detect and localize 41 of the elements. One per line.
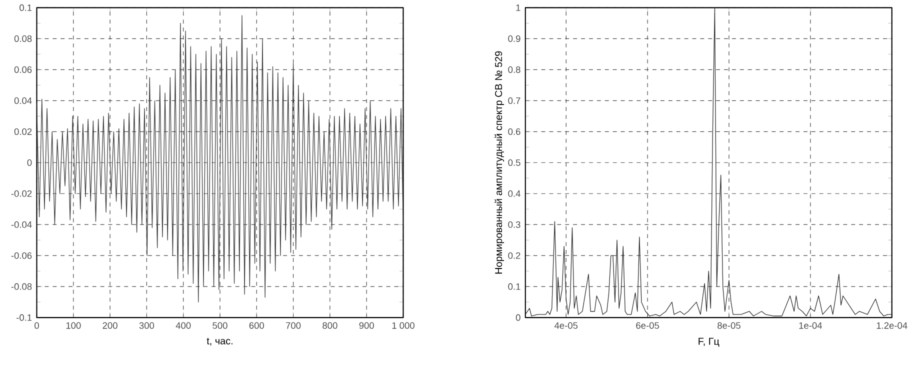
y-axis-title: Нормированный амплитудный спектр СВ № 529 xyxy=(494,51,504,274)
x-tick-label: 100 xyxy=(66,322,81,329)
y-tick-label: 0.1 xyxy=(20,4,32,11)
x-tick-label: 300 xyxy=(139,322,154,329)
y-tick-label: 0.8 xyxy=(508,66,520,73)
y-tick-label: 0.3 xyxy=(508,221,520,228)
y-tick-label: 0.7 xyxy=(508,97,520,104)
y-tick-label: 0 xyxy=(516,314,520,321)
x-tick-label: 6e-05 xyxy=(636,322,659,329)
y-tick-label: -0.04 xyxy=(11,221,32,228)
y-tick-label: 0.06 xyxy=(14,66,32,73)
x-tick-label: 8e-05 xyxy=(718,322,740,329)
x-tick-label: 800 xyxy=(322,322,338,329)
x-tick-label: 600 xyxy=(249,322,264,329)
y-tick-label: 0.1 xyxy=(508,283,520,290)
x-axis-title: F, Гц xyxy=(698,338,720,347)
x-tick-label: 1.2e-04 xyxy=(876,322,908,329)
x-tick-label: 900 xyxy=(359,322,374,329)
y-tick-label: 0.5 xyxy=(508,159,520,166)
y-tick-label: 0.2 xyxy=(508,252,520,259)
x-tick-label: 700 xyxy=(286,322,301,329)
x-tick-label: 0 xyxy=(34,322,39,329)
x-tick-label: 500 xyxy=(212,322,228,329)
y-tick-label: -0.1 xyxy=(16,314,32,321)
x-tick-label: 1 000 xyxy=(392,322,414,329)
y-tick-label: 0.08 xyxy=(14,35,32,42)
y-tick-label: -0.08 xyxy=(11,283,32,290)
x-tick-label: 400 xyxy=(176,322,191,329)
y-tick-label: 0.02 xyxy=(14,128,32,135)
y-tick-label: 0.4 xyxy=(508,190,520,197)
x-tick-label: 1e-04 xyxy=(799,322,822,329)
y-tick-label: 1 xyxy=(516,4,520,11)
y-tick-label: 0.9 xyxy=(508,35,520,42)
y-tick-label: 0.6 xyxy=(508,128,520,135)
x-axis-title: t, час. xyxy=(206,338,232,346)
x-tick-label: 4e-05 xyxy=(554,322,578,329)
y-tick-label: -0.06 xyxy=(11,252,32,259)
y-tick-label: -0.02 xyxy=(11,190,32,197)
y-tick-label: 0 xyxy=(27,159,32,166)
x-tick-label: 200 xyxy=(102,322,118,329)
y-tick-label: 0.04 xyxy=(14,97,32,104)
